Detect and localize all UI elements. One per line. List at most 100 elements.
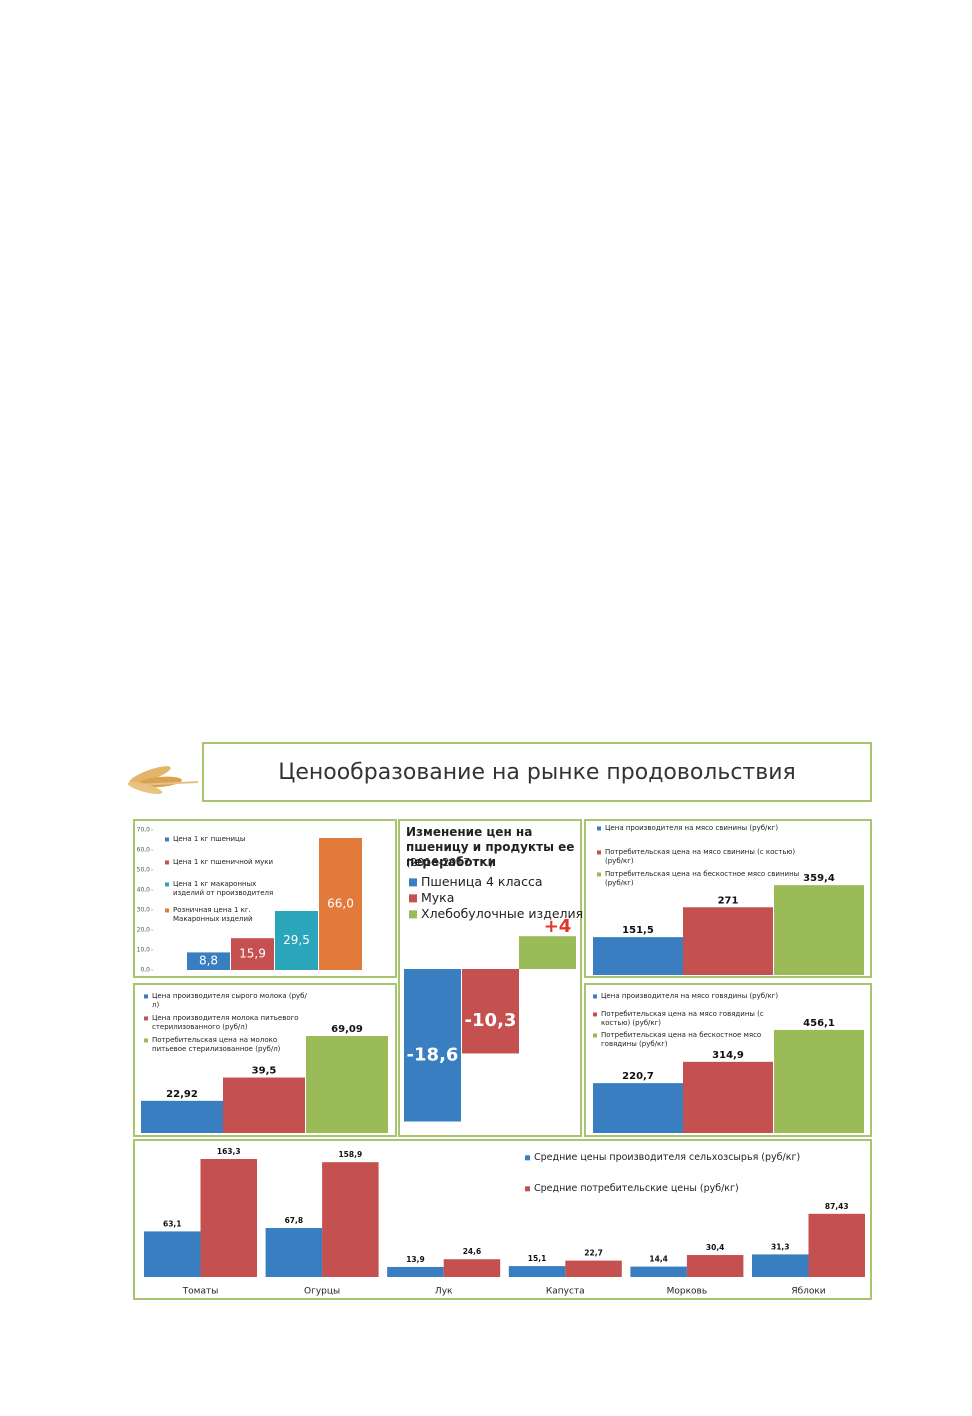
value-label: 22,92 bbox=[166, 1089, 198, 1100]
legend-label: Цена производителя на мясо говядины (руб… bbox=[601, 992, 779, 1000]
bar bbox=[683, 1061, 773, 1133]
chart-title: Изменение цен на пшеницу и продукты ее п… bbox=[406, 825, 575, 869]
legend-marker bbox=[409, 878, 417, 887]
bar bbox=[144, 1231, 201, 1277]
value-label: 39,5 bbox=[252, 1066, 277, 1077]
legend-marker bbox=[525, 1186, 530, 1192]
legend-label: Цена 1 кг пшеничной муки bbox=[173, 858, 274, 866]
bar bbox=[200, 1158, 257, 1277]
legend-label: Хлебобулочные изделия bbox=[421, 906, 584, 921]
bar bbox=[508, 1266, 566, 1277]
legend-label: Потребительская цена на молоко питьевое … bbox=[152, 1036, 281, 1053]
value-label: 31,3 bbox=[771, 1242, 790, 1251]
y-tick-label: 20,0 bbox=[137, 927, 151, 934]
bar bbox=[519, 936, 576, 969]
y-tick-label: 70,0 bbox=[137, 827, 151, 834]
bar bbox=[593, 937, 683, 975]
value-label: 29,5 bbox=[283, 933, 310, 947]
bar bbox=[306, 1035, 388, 1133]
bar bbox=[187, 952, 230, 970]
value-label: 69,09 bbox=[331, 1024, 363, 1035]
legend-marker bbox=[165, 860, 169, 865]
y-tick-label: 60,0 bbox=[137, 847, 151, 854]
legend-label: Средние цены производителя сельхозсырья … bbox=[534, 1152, 801, 1163]
bar bbox=[141, 1100, 223, 1133]
bar bbox=[265, 1228, 323, 1277]
x-tick-label: Огурцы bbox=[304, 1287, 340, 1297]
bar bbox=[322, 1162, 379, 1277]
value-label: 456,1 bbox=[803, 1018, 835, 1029]
value-label: 67,8 bbox=[285, 1216, 304, 1225]
value-label: +4 bbox=[544, 916, 572, 937]
value-label: 15,1 bbox=[528, 1254, 547, 1263]
title-box bbox=[202, 742, 872, 802]
value-label: 13,9 bbox=[406, 1255, 425, 1264]
value-label: 314,9 bbox=[712, 1050, 744, 1061]
bar bbox=[565, 1260, 622, 1277]
bar bbox=[231, 938, 274, 970]
page-title: Ценообразование на рынке продовольствия bbox=[278, 760, 795, 785]
bar bbox=[630, 1266, 687, 1277]
legend-marker bbox=[593, 994, 597, 999]
legend-marker bbox=[165, 882, 169, 887]
legend-label: Розничная цена 1 кг. Макаронных изделий bbox=[173, 906, 253, 923]
value-label: 15,9 bbox=[239, 947, 266, 961]
value-label: 24,6 bbox=[463, 1247, 482, 1256]
legend-marker bbox=[165, 908, 169, 913]
legend-label: Цена 1 кг макаронных изделий от производ… bbox=[173, 880, 274, 897]
legend-label: Потребительская цена на бескостное мясо … bbox=[605, 870, 800, 887]
y-tick-label: 30,0 bbox=[137, 907, 151, 914]
bar bbox=[404, 969, 461, 1122]
x-tick-label: Томаты bbox=[182, 1287, 219, 1297]
bar bbox=[387, 1266, 444, 1277]
wheat-icon bbox=[127, 766, 199, 795]
legend-marker bbox=[144, 1016, 148, 1021]
bar bbox=[462, 969, 519, 1054]
bar bbox=[774, 885, 864, 975]
bar bbox=[319, 838, 362, 970]
value-label: 163,3 bbox=[217, 1147, 241, 1156]
legend-label: Цена производителя молока питьевого стер… bbox=[152, 1014, 299, 1031]
legend-marker bbox=[409, 894, 417, 903]
value-label: 8,8 bbox=[199, 954, 218, 968]
bar bbox=[752, 1254, 809, 1277]
y-tick-label: 50,0 bbox=[137, 867, 151, 874]
legend-label: Средние потребительские цены (руб/кг) bbox=[534, 1183, 739, 1194]
legend-marker bbox=[597, 826, 601, 831]
legend-label: Цена 1 кг пшеницы bbox=[173, 835, 246, 843]
legend-marker bbox=[165, 837, 169, 842]
legend-marker bbox=[593, 1012, 597, 1017]
legend-label: Цена производителя сырого молока (руб/л) bbox=[152, 992, 307, 1009]
legend-label: Потребительская цена на мясо говядины (с… bbox=[601, 1010, 764, 1027]
value-label: 220,7 bbox=[622, 1071, 654, 1082]
value-label: -18,6 bbox=[407, 1044, 459, 1065]
legend-label: Мука bbox=[421, 890, 455, 905]
legend-label: Потребительская цена на мясо свинины (с … bbox=[605, 848, 796, 865]
value-label: 87,43 bbox=[825, 1202, 849, 1211]
bar bbox=[223, 1077, 305, 1133]
value-label: 271 bbox=[718, 895, 739, 906]
legend-label: Цена производителя на мясо свинины (руб/… bbox=[605, 824, 779, 832]
bar bbox=[443, 1259, 501, 1277]
bar bbox=[774, 1029, 864, 1133]
x-tick-label: Яблоки bbox=[791, 1287, 825, 1297]
x-tick-label: Морковь bbox=[667, 1287, 708, 1297]
value-label: 22,7 bbox=[584, 1249, 603, 1258]
x-tick-label: Лук bbox=[435, 1287, 453, 1297]
value-label: 158,9 bbox=[338, 1150, 362, 1159]
bar bbox=[808, 1213, 865, 1277]
bar bbox=[683, 907, 773, 975]
legend-marker bbox=[144, 1038, 148, 1043]
legend-label: Потребительская цена на бескостное мясо … bbox=[601, 1031, 762, 1048]
bar bbox=[686, 1255, 744, 1277]
chart-subtitle: (2016-2017 гг.) bbox=[406, 856, 494, 869]
legend-marker bbox=[593, 1033, 597, 1038]
legend-marker bbox=[409, 910, 417, 919]
value-label: 30,4 bbox=[706, 1243, 725, 1252]
value-label: 63,1 bbox=[163, 1219, 182, 1228]
legend-label: Пшеница 4 класса bbox=[421, 874, 543, 889]
legend-marker bbox=[525, 1155, 530, 1161]
value-label: -10,3 bbox=[465, 1010, 517, 1031]
